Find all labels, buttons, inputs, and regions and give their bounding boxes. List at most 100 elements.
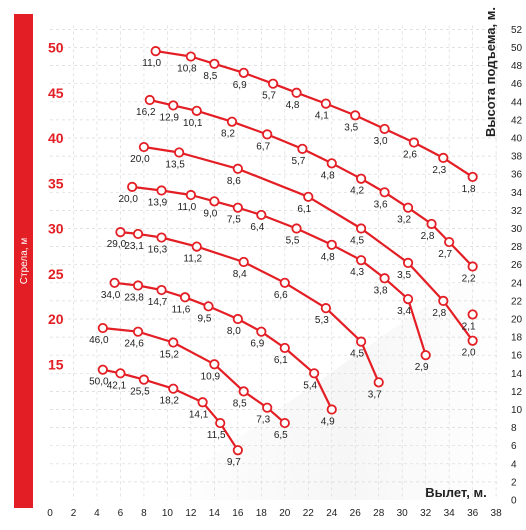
x-tick-label: 24 (326, 508, 338, 519)
data-point (185, 189, 196, 201)
data-label: 11,6 (172, 304, 191, 315)
data-label: 13,9 (148, 197, 168, 208)
data-point (209, 58, 220, 69)
y-tick-label: 44 (511, 97, 523, 108)
data-point (185, 51, 196, 62)
data-point (279, 417, 290, 429)
y-tick-label: 12 (511, 387, 523, 398)
data-point (156, 284, 167, 296)
data-label: 29,0 (107, 239, 127, 250)
data-label: 24,6 (124, 339, 144, 350)
x-tick-label: 34 (444, 508, 456, 519)
background-shade (150, 250, 505, 500)
data-point (356, 173, 367, 184)
data-point (197, 397, 208, 408)
data-label: 4,5 (350, 349, 364, 360)
y-tick-label: 46 (511, 79, 523, 90)
data-point (379, 187, 390, 198)
data-label: 11,0 (178, 202, 197, 213)
data-label: 5,3 (315, 315, 329, 326)
data-label: 6,9 (250, 339, 264, 350)
data-point (309, 368, 320, 379)
data-label: 8,5 (233, 398, 247, 409)
data-point (97, 322, 108, 334)
data-point (203, 301, 214, 312)
data-label: 4,8 (321, 170, 335, 181)
data-label: 10,1 (183, 118, 203, 129)
y-tick-label: 40 (511, 134, 523, 145)
data-point (156, 185, 167, 196)
x-tick-label: 8 (141, 508, 147, 519)
data-label: 6,7 (256, 141, 270, 152)
data-label: 2,8 (421, 231, 435, 242)
data-label: 4,1 (315, 111, 329, 122)
y-tick-label: 26 (511, 260, 523, 271)
data-label: 2,1 (462, 321, 476, 332)
data-point (262, 402, 273, 413)
y-tick-label: 16 (511, 351, 523, 362)
data-label: 6,6 (274, 290, 288, 301)
data-label: 4,3 (350, 267, 364, 278)
data-label: 8,0 (227, 326, 241, 337)
data-label: 3,2 (397, 215, 411, 226)
data-point (168, 337, 179, 348)
data-label: 42,1 (107, 380, 127, 391)
data-point (238, 256, 249, 268)
data-label: 5,4 (303, 380, 317, 391)
data-point (238, 386, 249, 397)
data-point (256, 326, 267, 337)
boom-length-label: 25 (48, 266, 64, 282)
y-tick-label: 42 (511, 115, 523, 126)
data-label: 7,3 (256, 415, 270, 426)
data-point (138, 374, 150, 385)
data-point (379, 273, 390, 284)
data-point (232, 313, 243, 325)
y-tick-label: 6 (511, 441, 517, 452)
data-point (150, 46, 161, 57)
x-tick-label: 14 (209, 508, 221, 519)
data-point (232, 202, 243, 213)
data-point (174, 147, 185, 158)
data-label: 34,0 (101, 290, 121, 301)
data-point (426, 218, 437, 230)
data-label: 15,2 (160, 350, 180, 361)
x-axis-label: Вылет, м. (425, 485, 486, 500)
grid (50, 25, 501, 500)
data-label: 11,5 (207, 430, 226, 441)
y-axis-label: Высота подъема, м. (483, 7, 498, 137)
data-point (279, 342, 290, 354)
data-point (356, 336, 367, 347)
data-point (438, 295, 449, 306)
boom-length-label: 40 (48, 130, 64, 146)
data-label: 2,8 (432, 308, 446, 319)
y-tick-label: 10 (511, 405, 523, 416)
data-label: 3,5 (397, 270, 411, 281)
data-label: 23,1 (124, 241, 144, 252)
data-label: 7,5 (227, 215, 241, 226)
data-label: 20,0 (130, 154, 150, 165)
data-label: 13,5 (165, 159, 185, 170)
x-tick-label: 32 (420, 508, 432, 519)
data-label: 2,6 (403, 150, 417, 161)
x-tick-label: 6 (118, 508, 124, 519)
data-label: 6,9 (233, 80, 247, 91)
boom-length-labels: 50 45 40 35 30 25 20 15 (48, 40, 64, 373)
y-tick-label: 28 (511, 242, 523, 253)
data-label: 18,2 (160, 396, 180, 407)
y-tick-label: 36 (511, 170, 523, 181)
data-point (179, 292, 191, 303)
data-point (320, 303, 331, 314)
data-label: 3,8 (374, 285, 388, 296)
data-label: 3,5 (344, 122, 358, 133)
y-tick-label: 24 (511, 278, 523, 289)
data-label: 5,7 (262, 91, 276, 102)
data-point (467, 261, 478, 272)
y-tick-label: 2 (511, 477, 517, 488)
data-point (326, 404, 337, 415)
y-tick-label: 8 (511, 423, 517, 434)
y-tick-label: 48 (511, 61, 523, 72)
data-point (467, 309, 478, 320)
data-point (132, 228, 144, 240)
x-tick-label: 36 (467, 508, 479, 519)
data-point (191, 105, 202, 116)
